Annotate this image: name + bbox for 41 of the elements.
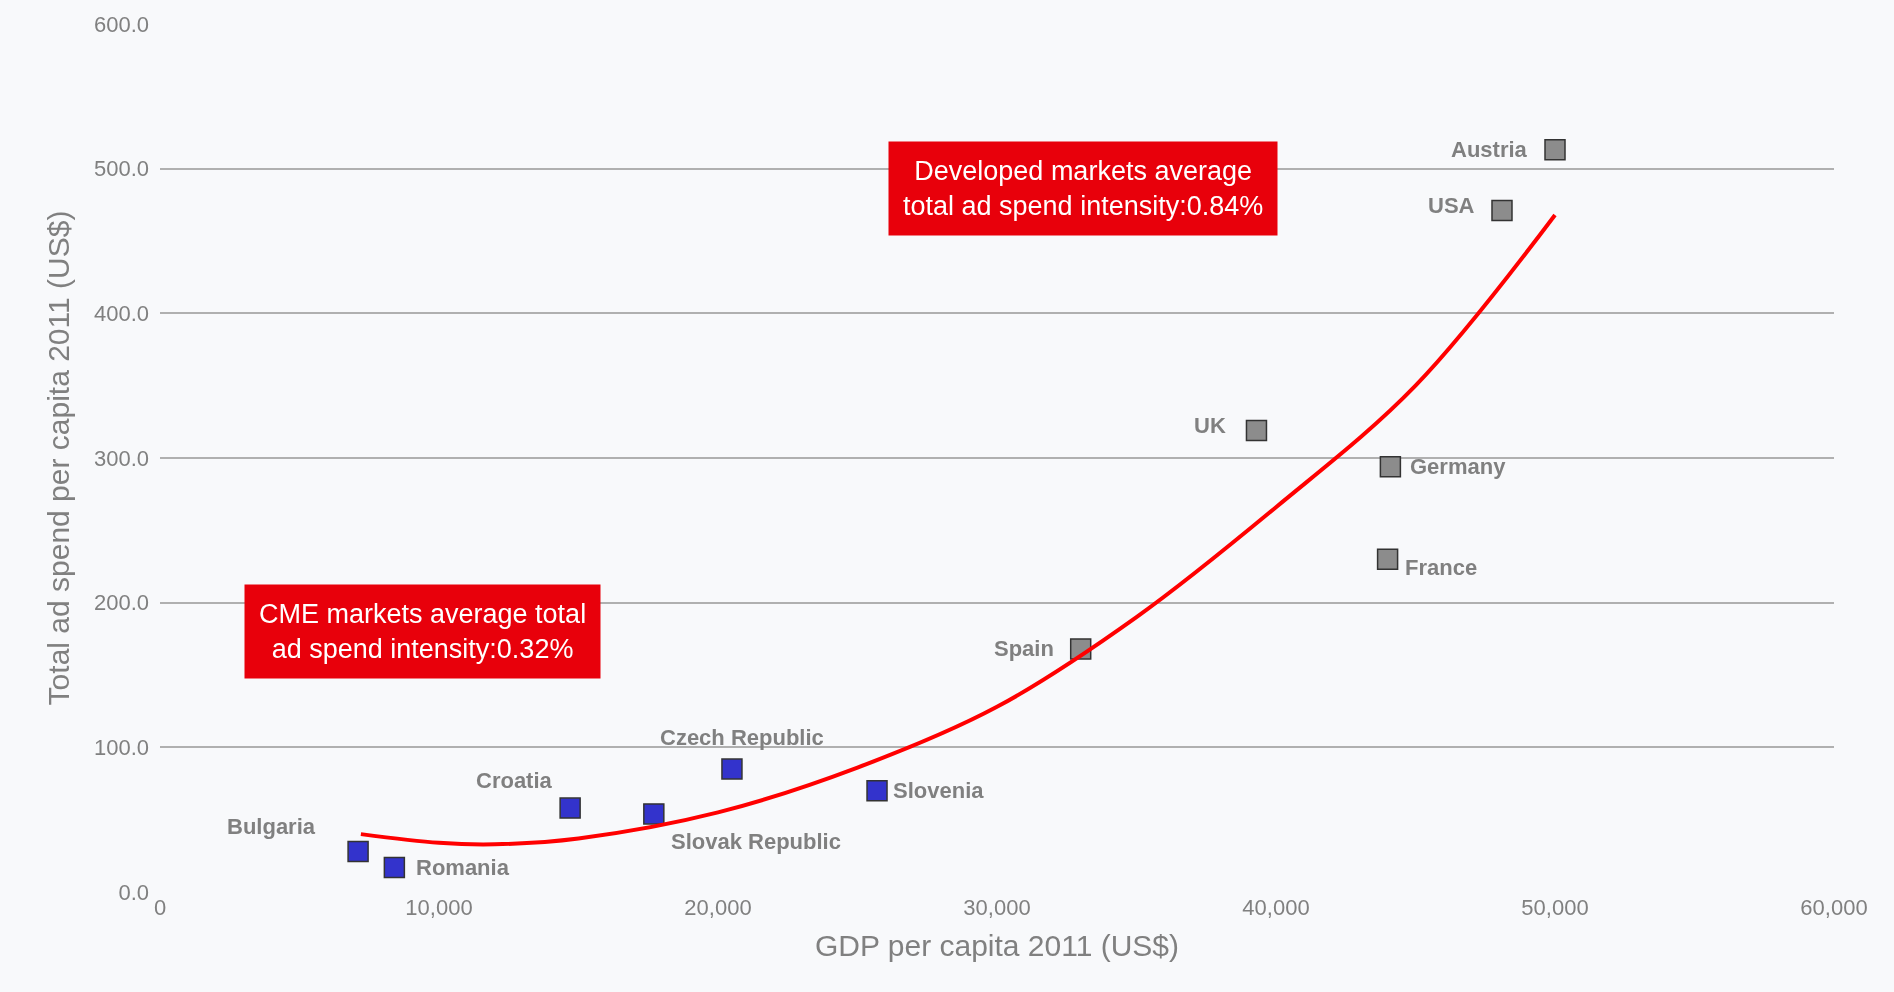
x-tick-label: 40,000: [1242, 895, 1310, 920]
annotation: Czech Republic: [660, 725, 824, 750]
x-tick-label: 50,000: [1521, 895, 1589, 920]
annotation: Spain: [994, 636, 1054, 661]
point: [1544, 139, 1566, 161]
point: [643, 803, 665, 825]
annotation: Croatia: [476, 768, 553, 793]
point: [347, 840, 369, 863]
point: [721, 758, 743, 780]
y-tick-label: 300.0: [93, 445, 149, 471]
x-tick-label: 10,000: [405, 895, 473, 920]
annotation: Romania: [416, 855, 510, 880]
annotation: France: [1405, 555, 1478, 580]
x-tick-label: 0: [153, 895, 167, 920]
point: [1245, 419, 1268, 442]
point: [1379, 455, 1402, 478]
point: [866, 779, 888, 802]
annotation: Bulgaria: [227, 814, 316, 839]
x-tick-label: 20,000: [684, 895, 752, 920]
x-tick-label: 60,000: [1800, 895, 1868, 920]
annotation: Austria: [1451, 137, 1528, 162]
y-tick-label: 500.0: [93, 156, 149, 182]
y-tick-label: 100.0: [93, 735, 149, 761]
point: [559, 797, 581, 819]
x-axis-title: GDP per capita 2011 (US$): [814, 928, 1180, 962]
annotation: Developed markets average total ad spend intensity:0.84%: [903, 156, 1264, 222]
x-tick-label: 30,000: [963, 895, 1031, 920]
annotation: CME markets average total ad spend intensity:0.32%: [259, 599, 587, 665]
y-tick-label: 200.0: [93, 590, 149, 616]
annotation: UK: [1194, 413, 1226, 438]
point: [1376, 548, 1399, 571]
annotation: Slovenia: [893, 778, 985, 803]
point: [383, 856, 406, 879]
annotation: Slovak Republic: [671, 829, 841, 854]
annotation: USA: [1428, 193, 1475, 218]
y-tick-label: 600.0: [93, 11, 149, 37]
y-tick-label: 400.0: [93, 301, 149, 327]
point: [1491, 199, 1513, 222]
y-tick-label: 0.0: [118, 879, 149, 905]
y-axis-title: Total ad spend per capita 2011 (US$): [41, 210, 75, 706]
annotation: Germany: [1410, 454, 1507, 479]
